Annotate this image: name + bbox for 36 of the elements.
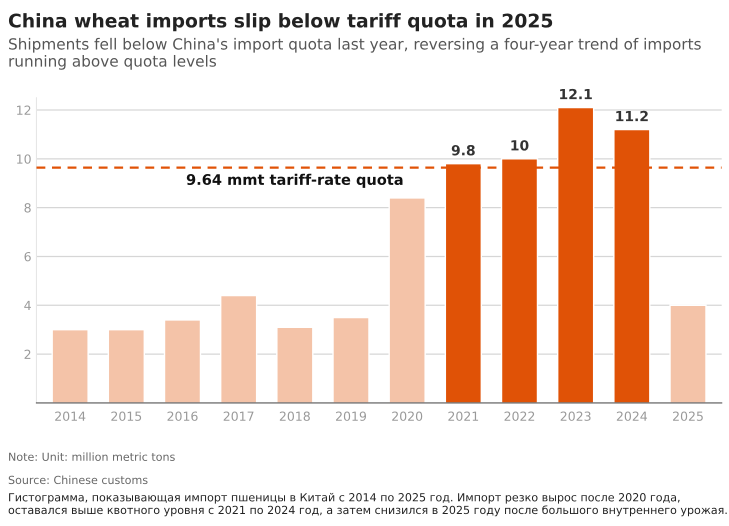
bar (108, 329, 145, 403)
x-tick-label: 2015 (111, 411, 142, 421)
source-note: Source: Chinese customs (8, 476, 148, 484)
y-tick-label: 8 (24, 203, 31, 213)
y-tick-label: 6 (24, 252, 31, 262)
x-tick-label: 2020 (392, 411, 422, 421)
y-tick-label: 2 (24, 350, 30, 359)
x-tick-label: 2014 (55, 411, 86, 421)
x-tick-label: 2018 (280, 411, 310, 421)
chart-subtitle: Shipments fell below China's import quota last year, reversing a four-year trend of imports running above quota levels (9, 38, 701, 70)
data-label: 9.8 (452, 144, 475, 156)
x-tick-label: 2016 (168, 411, 198, 421)
x-tick-label: 2019 (336, 411, 366, 421)
data-label: 11.2 (616, 110, 648, 122)
x-tick-label: 2021 (448, 411, 478, 421)
bar (276, 326, 314, 403)
bar (164, 319, 202, 403)
y-tick-label: 10 (17, 154, 31, 164)
ref-line-label: 9.64 mmt tariff-rate quota (186, 174, 402, 188)
x-tick-label: 2022 (504, 411, 534, 421)
bar (51, 329, 89, 403)
y-tick-label: 4 (24, 300, 31, 310)
bar (388, 197, 426, 403)
x-tick-label: 2024 (616, 411, 648, 421)
data-label: 10 (511, 140, 528, 151)
bar (332, 316, 370, 403)
text: Гистограмма, показывающая импорт пшеницы в Китай с 2014 по 2025 год. Импорт резко вырос после 2020 года, оставался выше квотного уровня с 2021 по 2024 год, а затем снизился в 2025 году после большого внутреннего урожая. (8, 492, 727, 516)
text: Note: Unit: million metric tons (9, 452, 175, 461)
chart-title: China wheat imports slip below tariff quota in 2025 (8, 13, 552, 32)
x-tick-label: 2017 (224, 411, 254, 421)
bar (220, 294, 258, 403)
x-tick-label: 2025 (673, 411, 703, 421)
x-tick-label: 2023 (560, 411, 591, 421)
y-tick-label: 12 (17, 106, 30, 115)
data-label: 12.1 (560, 88, 592, 100)
bar (669, 304, 707, 403)
